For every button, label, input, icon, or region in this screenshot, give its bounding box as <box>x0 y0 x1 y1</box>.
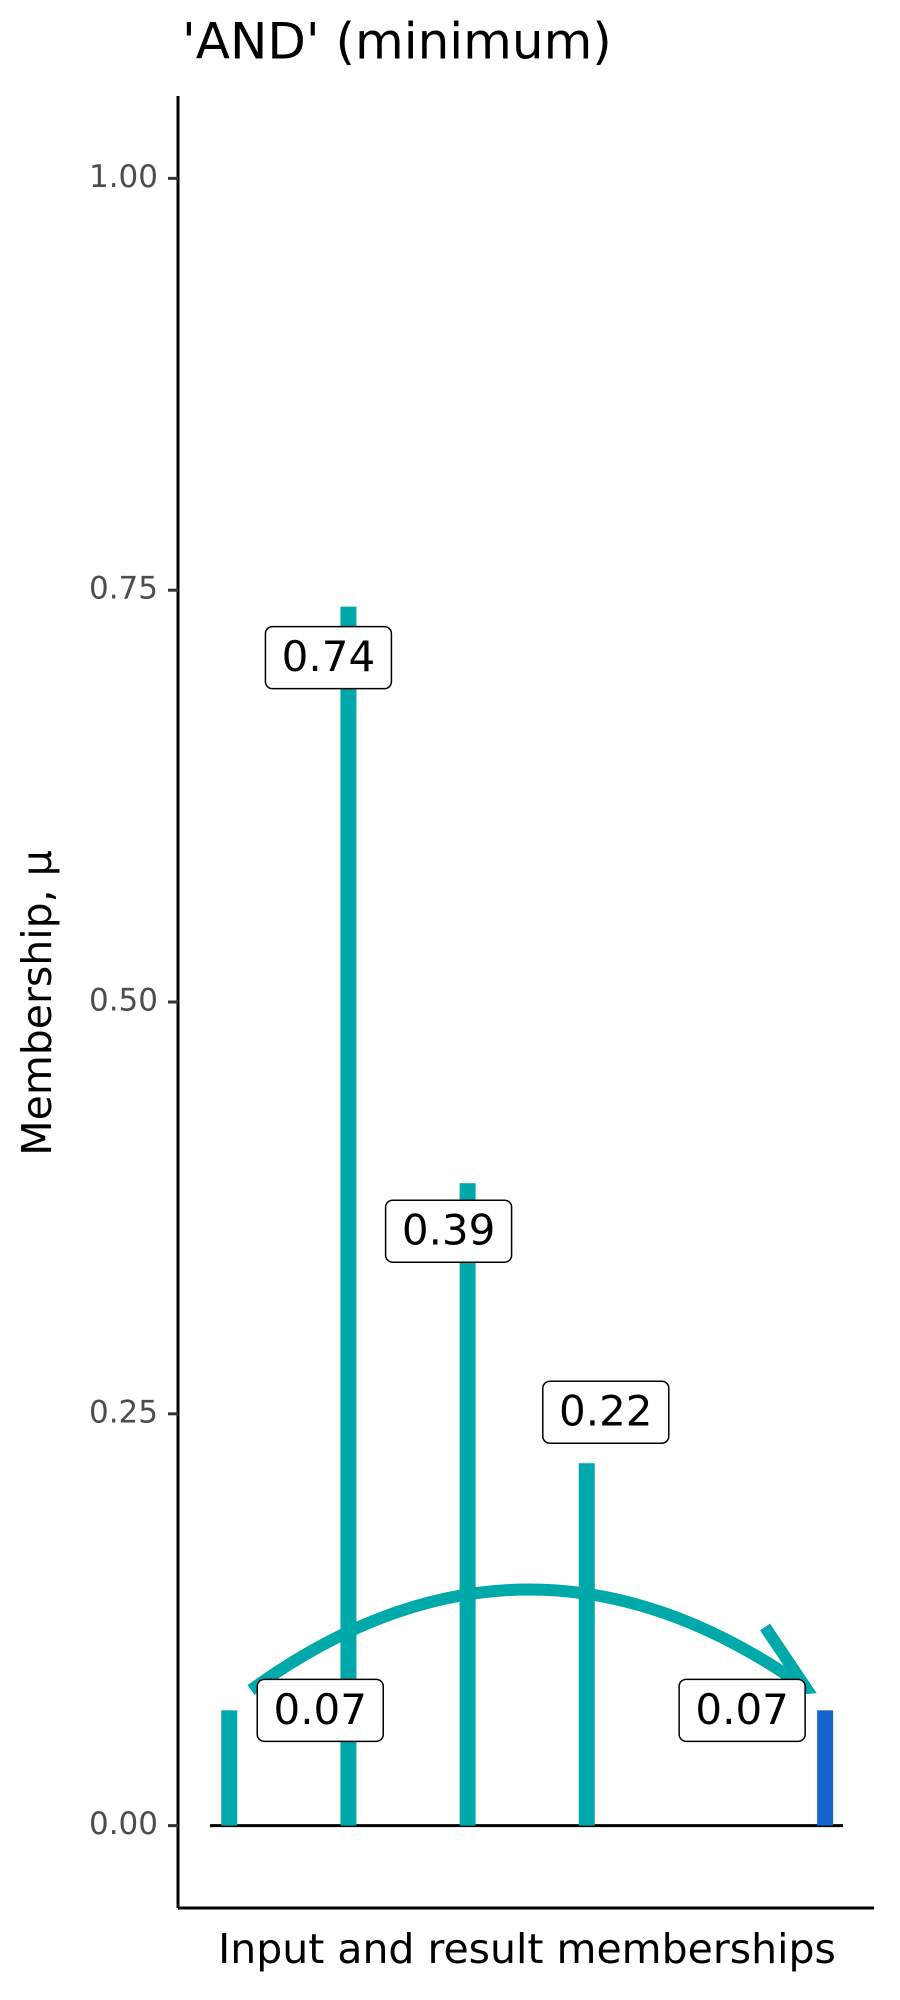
value-label-box <box>256 1678 384 1743</box>
y-tick-label: 1.00 <box>89 159 158 195</box>
arrow <box>247 1583 810 1695</box>
value-label: 0.39 <box>402 1206 496 1255</box>
y-tick-label: 0.25 <box>89 1394 158 1430</box>
value-label-box <box>678 1678 806 1743</box>
x-axis-label: Input and result memberships <box>218 1925 836 1973</box>
value-label: 0.74 <box>282 632 376 681</box>
value-label: 0.22 <box>559 1387 653 1436</box>
bar <box>459 1183 476 1826</box>
y-tick-label: 0.00 <box>89 1806 158 1842</box>
value-label-box <box>542 1380 670 1444</box>
value-label: 0.07 <box>273 1685 367 1734</box>
value-label-box <box>384 1199 513 1263</box>
y-tick-label: 0.75 <box>89 571 158 607</box>
value-label: 0.07 <box>695 1685 789 1734</box>
bar <box>578 1463 595 1826</box>
bar <box>817 1710 834 1826</box>
bar <box>340 606 357 1826</box>
y-tick-label: 0.50 <box>89 983 158 1019</box>
value-label-box <box>264 625 393 690</box>
y-axis-label: Membership, μ <box>13 850 61 1156</box>
chart-title: 'AND' (minimum) <box>182 13 612 71</box>
bar <box>221 1710 238 1826</box>
